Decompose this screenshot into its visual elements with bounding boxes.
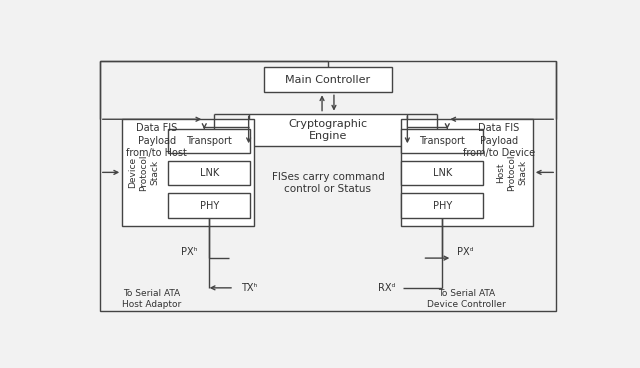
Bar: [168, 161, 250, 185]
Text: Cryptographic
Engine: Cryptographic Engine: [289, 118, 367, 141]
Bar: [264, 67, 392, 92]
Text: PHY: PHY: [200, 201, 219, 210]
Text: To Serial ATA
Host Adaptor: To Serial ATA Host Adaptor: [122, 289, 181, 309]
Text: Main Controller: Main Controller: [285, 75, 371, 85]
Bar: [401, 119, 533, 226]
Text: To Serial ATA
Device Controller: To Serial ATA Device Controller: [428, 289, 506, 309]
Bar: [168, 194, 250, 217]
Text: Device
Protocol
Stack: Device Protocol Stack: [128, 154, 159, 191]
Text: LNK: LNK: [433, 168, 452, 178]
Bar: [249, 114, 408, 146]
Text: Transport: Transport: [186, 136, 232, 146]
Text: Transport: Transport: [419, 136, 465, 146]
Text: Data FIS
Payload
from/to Device: Data FIS Payload from/to Device: [463, 123, 535, 158]
Text: Data FIS
Payload
from/to Host: Data FIS Payload from/to Host: [127, 123, 188, 158]
Text: FISes carry command
control or Status: FISes carry command control or Status: [271, 172, 385, 194]
Text: PXᵈ: PXᵈ: [457, 247, 474, 257]
Bar: [100, 61, 556, 311]
Text: RXᵈ: RXᵈ: [378, 283, 396, 293]
Text: TXʰ: TXʰ: [241, 283, 258, 293]
Bar: [168, 129, 250, 153]
Bar: [401, 129, 483, 153]
Bar: [401, 161, 483, 185]
Text: Host
Protocol
Stack: Host Protocol Stack: [496, 154, 527, 191]
Text: LNK: LNK: [200, 168, 219, 178]
Text: PHY: PHY: [433, 201, 452, 210]
Bar: [122, 119, 253, 226]
Bar: [401, 194, 483, 217]
Text: PXʰ: PXʰ: [181, 247, 198, 257]
